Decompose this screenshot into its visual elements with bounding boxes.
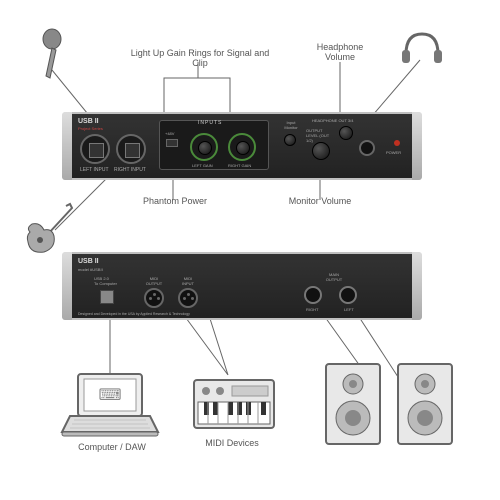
main-out-right[interactable] xyxy=(304,286,322,304)
speakers-icon xyxy=(320,358,460,455)
phantom-power-label: Phantom Power xyxy=(140,196,210,206)
headphones-icon xyxy=(400,28,444,71)
computer-label: Computer / DAW xyxy=(72,442,152,452)
right-gain-label: RIGHT GAIN xyxy=(228,163,251,168)
right-label: RIGHT xyxy=(306,307,318,312)
left-gain-label: LEFT GAIN xyxy=(192,163,213,168)
output-level-knob[interactable] xyxy=(312,142,330,160)
right-gain-ring xyxy=(228,133,256,161)
phantom-button[interactable] xyxy=(166,139,178,147)
right-gain-knob[interactable] xyxy=(236,141,250,155)
left-gain-knob[interactable] xyxy=(198,141,212,155)
midi-out-port[interactable] xyxy=(144,288,164,308)
headphone-vol-knob[interactable] xyxy=(339,126,353,140)
midi-in-port[interactable] xyxy=(178,288,198,308)
midi-out-label: MIDI OUTPUT xyxy=(142,276,166,286)
right-input-label: RIGHT INPUT xyxy=(114,167,146,173)
midi-keyboard-icon xyxy=(192,378,276,439)
brand-text: USB II xyxy=(78,118,99,125)
gain-rings-label: Light Up Gain Rings for Signal and Clip xyxy=(130,48,270,68)
left-input-jack[interactable] xyxy=(80,134,110,164)
phantom-label: +48V xyxy=(165,131,174,136)
laptop-icon: ⌨ xyxy=(60,370,160,447)
monitor-vol-label: Monitor Volume xyxy=(285,196,355,206)
microphone-icon xyxy=(28,28,66,91)
left-gain-ring xyxy=(190,133,218,161)
subtitle-text: Project Series xyxy=(78,126,103,131)
usb-port[interactable] xyxy=(100,290,114,304)
front-panel: USB II Project Series LEFT INPUT RIGHT I… xyxy=(62,112,422,180)
main-out-label: MAIN OUTPUT xyxy=(319,272,349,282)
inputs-section-label: INPUTS xyxy=(198,120,222,126)
input-monitor-knob[interactable] xyxy=(284,134,296,146)
left-input-label: LEFT INPUT xyxy=(80,167,109,173)
output-level-label: OUTPUT LEVEL (OUT 1/2) xyxy=(306,128,336,143)
input-monitor-label: Input Monitor xyxy=(279,120,303,130)
rear-brand: USB II xyxy=(78,258,99,265)
power-label: POWER xyxy=(386,150,401,155)
usb-label: USB 2.0 To Computer xyxy=(94,276,124,286)
rear-model: model #USBII xyxy=(78,267,103,272)
rear-panel: USB II model #USBII USB 2.0 To Computer … xyxy=(62,252,422,320)
left-label: LEFT xyxy=(344,307,354,312)
midi-in-label: MIDI INPUT xyxy=(176,276,200,286)
right-input-jack[interactable] xyxy=(116,134,146,164)
headphone-vol-label: Headphone Volume xyxy=(310,42,370,62)
credit-text: Designed and Developed in the USA by App… xyxy=(78,312,190,316)
headphone-out-label: HEADPHONE OUT 3/4 xyxy=(312,118,354,123)
svg-text:⌨: ⌨ xyxy=(98,387,121,404)
main-out-left[interactable] xyxy=(339,286,357,304)
midi-label: MIDI Devices xyxy=(202,438,262,448)
power-led xyxy=(394,140,400,146)
headphone-jack[interactable] xyxy=(359,140,375,156)
